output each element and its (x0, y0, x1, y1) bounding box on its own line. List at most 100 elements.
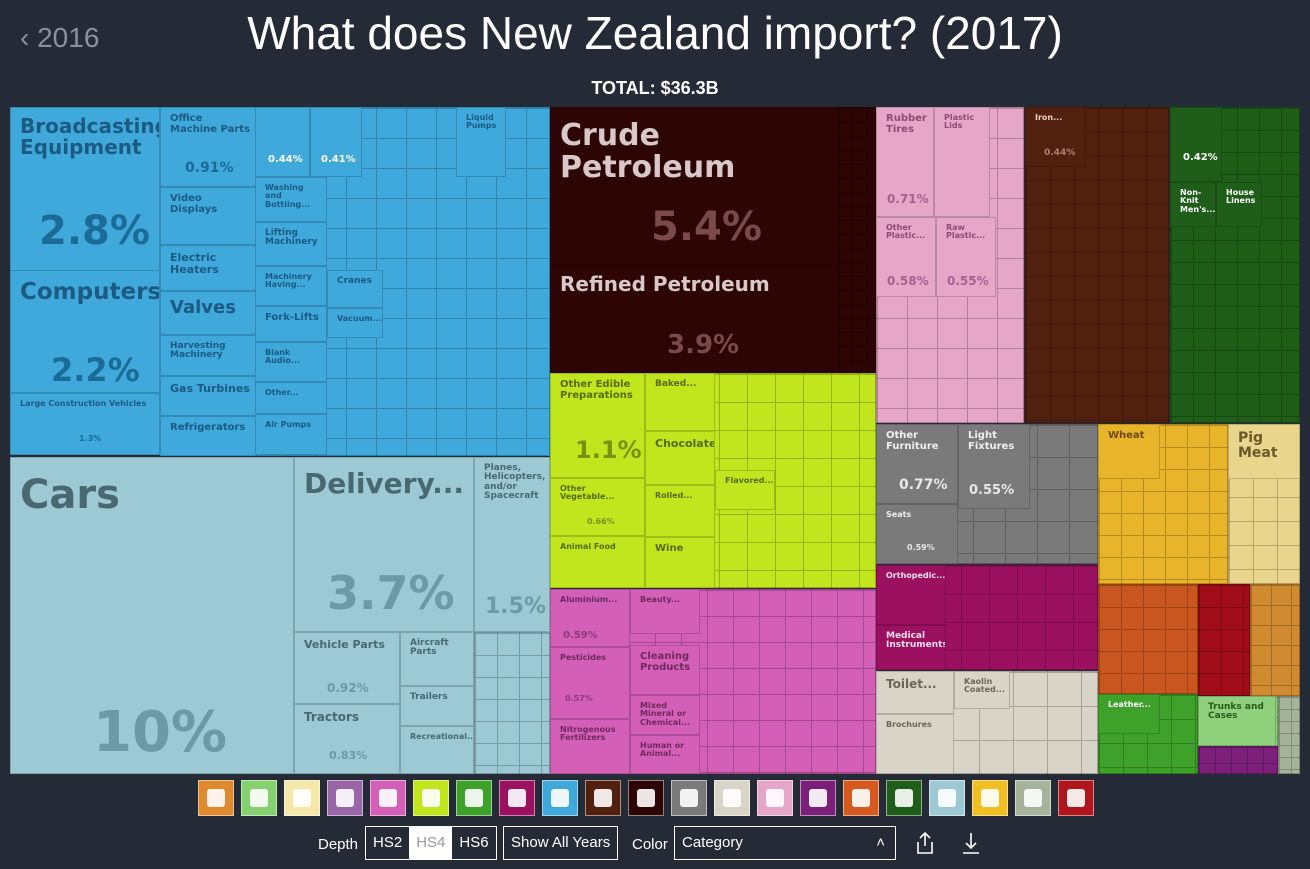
treemap-cell-medical-instruments[interactable]: Medical Instruments (876, 625, 946, 670)
weapons-icon[interactable] (1015, 780, 1051, 816)
treemap-cell-mixed-mineral-or-chemical[interactable]: Mixed Mineral or Chemical... (630, 695, 700, 735)
treemap-cell-valves[interactable]: Valves (160, 291, 256, 335)
depth-hs2[interactable]: HS2 (373, 834, 403, 851)
treemap-cell-air-pumps[interactable]: Air Pumps (255, 414, 327, 455)
treemap-cell-other[interactable]: Other... (255, 382, 327, 414)
treemap-cell-leather[interactable]: Leather... (1098, 694, 1160, 734)
treemap-subcells (474, 632, 550, 774)
treemap-cell-raw-plastic[interactable]: Raw Plastic... 0.55% (936, 217, 996, 297)
treemap-cell-rubber-tires[interactable]: Rubber Tires 0.71% (876, 107, 934, 217)
stone-icon[interactable] (843, 780, 879, 816)
treemap-cell-refined-petroleum[interactable]: Refined Petroleum 3.9% (550, 265, 838, 373)
wood-icon[interactable] (1058, 780, 1094, 816)
treemap-cell-nitrogenous-fertilizers[interactable]: Nitrogenous Fertilizers (550, 719, 630, 774)
treemap-cell-share-0-41[interactable]: 0.41% (310, 107, 362, 177)
treemap-cell-share-0-42[interactable]: 0.42% (1170, 107, 1222, 182)
treemap-cell-crude-petroleum[interactable]: Crude Petroleum 5.4% (550, 107, 838, 277)
treemap-cell-rolled[interactable]: Rolled... (645, 485, 715, 537)
treemap-cell-tractors[interactable]: Tractors 0.83% (294, 704, 400, 774)
treemap-cell-blank-audio[interactable]: Blank Audio... (255, 342, 327, 382)
treemap-cell-harvesting-machinery[interactable]: Harvesting Machinery (160, 335, 256, 376)
treemap-cell-vehicle-parts[interactable]: Vehicle Parts 0.92% (294, 632, 400, 704)
treemap-cell-trailers[interactable]: Trailers (400, 686, 474, 726)
treemap-cell-baked[interactable]: Baked... (645, 373, 715, 431)
color-select[interactable]: Category ˄ (674, 826, 896, 860)
treemap-cell-recreational[interactable]: Recreational... (400, 726, 474, 774)
plastics-icon[interactable] (757, 780, 793, 816)
treemap-cell-seats[interactable]: Seats 0.59% (876, 504, 958, 564)
treemap-cell-house-linens[interactable]: House Linens (1216, 182, 1262, 227)
treemap-cell-label: Nitrogenous Fertilizers (560, 725, 616, 743)
treemap-cell-wheat[interactable]: Wheat (1098, 424, 1160, 479)
treemap-cell-lifting-machinery[interactable]: Lifting Machinery (255, 222, 327, 266)
download-icon[interactable] (962, 832, 980, 854)
animal-icon[interactable] (284, 780, 320, 816)
minerals-icon[interactable] (628, 780, 664, 816)
treemap-cell-broadcasting-equipment[interactable]: Broadcasting Equipment 2.8% (10, 107, 160, 283)
chemicals-icon[interactable] (370, 780, 406, 816)
treemap-cell-non-knit-men-s[interactable]: Non-Knit Men's... (1170, 182, 1216, 227)
paper-icon[interactable] (714, 780, 750, 816)
vegetable-icon[interactable] (972, 780, 1008, 816)
treemap-cell-fork-lifts[interactable]: Fork-Lifts (255, 306, 327, 342)
textiles-icon[interactable] (886, 780, 922, 816)
treemap-cell-wine[interactable]: Wine (645, 537, 715, 588)
shoe-icon[interactable] (456, 780, 492, 816)
treemap-cell-other-furniture[interactable]: Other Furniture 0.77% (876, 424, 958, 504)
treemap-cell-pig-meat[interactable]: Pig Meat (1228, 424, 1300, 479)
treemap-cell-refrigerators[interactable]: Refrigerators (160, 416, 256, 456)
instruments-icon[interactable] (499, 780, 535, 816)
treemap-cell-flavored[interactable]: Flavored... (715, 470, 775, 510)
treemap-cell-share-0-44[interactable]: 0.44% (255, 107, 310, 177)
share-icon[interactable] (916, 832, 934, 854)
precious-icon[interactable] (800, 780, 836, 816)
treemap-cell-share: 5.4% (651, 204, 762, 250)
treemap-cell-cleaning-products[interactable]: Cleaning Products (630, 645, 700, 695)
treemap-cell-kaolin-coated[interactable]: Kaolin Coated... (954, 671, 1010, 709)
treemap-cell-delivery[interactable]: Delivery... 3.7% (294, 457, 474, 632)
treemap-cell-pesticides[interactable]: Pesticides 0.57% (550, 647, 630, 719)
treemap-cell-human-or-animal[interactable]: Human or Animal... (630, 735, 700, 774)
treemap-cell-toilet[interactable]: Toilet... (876, 671, 954, 714)
hide-icon[interactable] (241, 780, 277, 816)
treemap-cell-iron[interactable]: Iron... 0.44% (1025, 107, 1085, 167)
depth-hs6[interactable]: HS6 (459, 834, 489, 851)
machines-icon[interactable] (542, 780, 578, 816)
treemap-cell-large-construction-vehicles[interactable]: Large Construction Vehicles 1.3% (10, 393, 160, 455)
art-icon[interactable] (327, 780, 363, 816)
treemap-cell-gas-turbines[interactable]: Gas Turbines (160, 376, 256, 416)
treemap-cell-other-vegetable[interactable]: Other Vegetable... 0.66% (550, 478, 645, 536)
treemap-cell-washing-and-bottling[interactable]: Washing and Bottling... (255, 177, 327, 222)
treemap-cell-light-fixtures[interactable]: Light Fixtures 0.55% (958, 424, 1030, 509)
metals-icon[interactable] (585, 780, 621, 816)
show-all-years-button[interactable]: Show All Years (503, 826, 619, 860)
treemap-cell-beauty[interactable]: Beauty... (630, 589, 700, 634)
treemap-cell-vacuum[interactable]: Vacuum... (327, 308, 383, 338)
treemap-cell-animal-food[interactable]: Animal Food (550, 536, 645, 588)
bottle-icon[interactable] (198, 780, 234, 816)
treemap-cell-other-plastic[interactable]: Other Plastic... 0.58% (876, 217, 936, 297)
treemap-cell-chocolate[interactable]: Chocolate (645, 431, 715, 485)
misc-icon[interactable] (671, 780, 707, 816)
treemap-cell-liquid-pumps[interactable]: Liquid Pumps (456, 107, 506, 177)
treemap-cell-video-displays[interactable]: Video Displays (160, 187, 256, 245)
treemap-cell-machinery-having[interactable]: Machinery Having... (255, 266, 327, 306)
treemap-cell-trunks-and-cases[interactable]: Trunks and Cases (1198, 696, 1276, 746)
treemap-cell-cars[interactable]: Cars 10% (10, 457, 294, 774)
treemap-cell-cranes[interactable]: Cranes (327, 270, 383, 308)
treemap-cell-planes-helicopters-and-or-spacecraft[interactable]: Planes, Helicopters, and/or Spacecraft 1.… (474, 457, 550, 632)
depth-hs4[interactable]: HS4 (409, 827, 453, 859)
treemap-cell-label: Mixed Mineral or Chemical... (640, 701, 691, 727)
treemap-cell-brochures[interactable]: Brochures (876, 714, 954, 774)
treemap-cell-aircraft-parts[interactable]: Aircraft Parts (400, 632, 474, 686)
treemap-cell-electric-heaters[interactable]: Electric Heaters (160, 245, 256, 291)
treemap-cell-computers[interactable]: Computers 2.2% (10, 270, 160, 393)
treemap-cell-other-edible-preparations[interactable]: Other Edible Preparations 1.1% (550, 373, 645, 478)
back-year-link[interactable]: ‹ 2016 (20, 22, 99, 54)
grain-icon[interactable] (413, 780, 449, 816)
treemap-cell-office-machine-parts[interactable]: Office Machine Parts 0.91% (160, 107, 256, 187)
treemap-cell-orthopedic[interactable]: Orthopedic... (876, 565, 946, 625)
treemap-cell-aluminium[interactable]: Aluminium... 0.59% (550, 589, 630, 647)
transport-icon[interactable] (929, 780, 965, 816)
treemap-cell-plastic-lids[interactable]: Plastic Lids (934, 107, 990, 217)
